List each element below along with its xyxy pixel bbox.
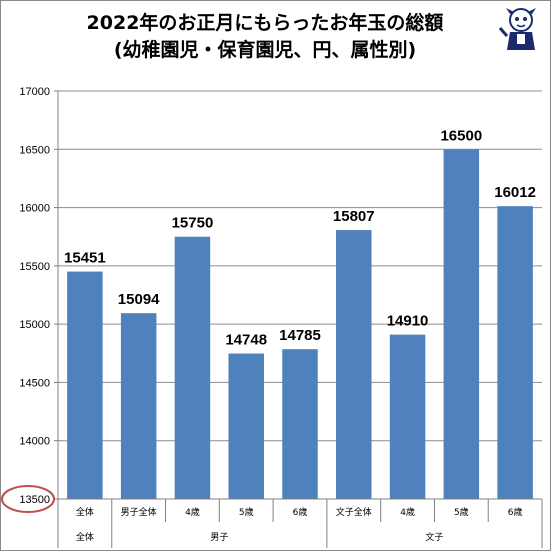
bar [336,230,372,500]
y-tick-label: 14500 [19,377,50,389]
category-label: 4歳 [185,506,200,518]
group-label: 全体 [76,531,94,543]
data-label: 15807 [333,208,375,225]
bar [497,206,533,499]
bar [282,349,318,499]
category-label: 文子全体 [336,506,372,518]
y-tick-label: 17000 [19,86,50,98]
chart-title: 2022年のお正月にもらったお年玉の総額 (幼稚園児・保育園児、円、属性別) [30,10,500,64]
y-tick-label: 16000 [19,203,50,215]
category-label: 6歳 [293,506,308,518]
title-line-2: (幼稚園児・保育園児、円、属性別) [113,39,417,61]
bar [67,271,103,499]
data-label: 14785 [279,327,321,344]
category-label: 全体 [76,506,94,518]
y-tick-label: 13500 [19,494,50,506]
category-label: 4歳 [400,506,415,518]
y-tick-label: 14000 [19,436,50,448]
data-label: 15451 [64,250,106,267]
data-label: 15094 [118,291,160,308]
mascot-logo [498,8,536,50]
category-label: 5歳 [239,506,254,518]
y-tick-label: 16500 [19,144,50,156]
data-label: 14910 [387,313,429,330]
bar [120,313,157,499]
y-tick-label: 15500 [19,261,50,273]
bar [174,236,211,499]
bar [389,334,426,499]
group-label: 男子 [210,532,228,543]
category-label: 6歳 [508,506,523,518]
y-tick-label: 15000 [19,319,50,331]
bar [228,353,264,499]
title-line-1: 2022年のお正月にもらったお年玉の総額 [86,12,444,34]
category-label: 5歳 [454,506,469,518]
category-label: 男子全体 [121,506,157,518]
data-label: 15750 [172,215,214,232]
group-label: 文子 [425,531,443,543]
data-label: 14748 [225,332,267,349]
bar [443,149,480,500]
data-label: 16500 [440,127,482,144]
data-label: 16012 [494,184,536,201]
axis-break-highlight-circle [1,485,55,513]
